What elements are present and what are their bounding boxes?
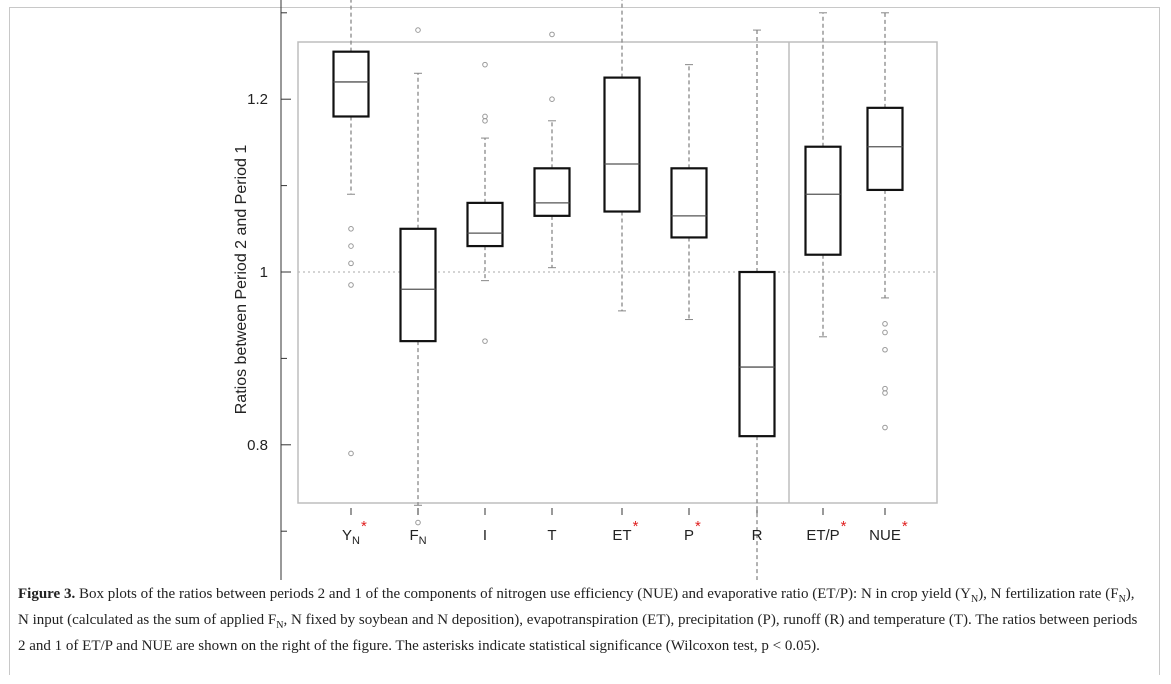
outlier-point (482, 61, 488, 68)
significance-asterisk: * (633, 518, 639, 535)
outlier-point (549, 96, 555, 102)
x-category-label: NUE (869, 527, 901, 544)
outlier-point (348, 226, 354, 232)
box-iqr (399, 227, 437, 343)
x-category-label: ET (612, 527, 631, 544)
box-iqr (804, 145, 842, 256)
caption-subscript: N (1118, 594, 1126, 605)
significance-asterisk: * (361, 518, 367, 535)
box-iqr (738, 270, 776, 438)
outlier-point (348, 243, 354, 249)
y-tick-label: 1.2 (247, 91, 268, 108)
caption-text: , N fixed by soybean and N deposition), … (18, 612, 1138, 654)
outlier-point (882, 321, 888, 327)
box-iqr (332, 50, 370, 118)
outlier-point (348, 282, 354, 288)
caption-text: ), N fertilization rate (F (978, 586, 1119, 602)
x-category-label: YN (342, 527, 360, 547)
caption-text: Box plots of the ratios between periods … (75, 586, 971, 602)
outlier-point (882, 346, 888, 353)
x-category-label: R (752, 527, 763, 544)
significance-asterisk: * (695, 518, 701, 535)
outlier-point (415, 27, 421, 33)
caption-subscript: N (970, 594, 979, 605)
y-tick-label: 0.8 (247, 437, 268, 454)
caption-text: ), N input (calculated as the sum of app… (18, 586, 1135, 628)
outlier-point (882, 390, 888, 396)
figure-frame (9, 7, 1160, 675)
outlier-point (882, 424, 888, 431)
box-iqr (533, 167, 571, 217)
outlier-point (549, 31, 555, 38)
outlier-point (882, 329, 888, 336)
y-axis-label: Ratios between Period 2 and Period 1 (233, 145, 250, 415)
x-category-label: P (684, 527, 694, 544)
y-tick-label: 1 (260, 264, 268, 281)
outlier-point (482, 118, 488, 124)
box-iqr (866, 106, 904, 192)
x-category-label: I (483, 527, 487, 544)
x-category-label: ET/P (806, 527, 839, 544)
box-iqr (603, 76, 641, 213)
outlier-point (348, 450, 354, 457)
caption-subscript: N (276, 620, 284, 631)
box-iqr (670, 167, 708, 239)
outlier-point (348, 260, 354, 267)
outlier-point (482, 338, 488, 344)
x-category-label: T (547, 527, 556, 544)
boxplot-chart: 0.60.811.21.4Ratios between Period 2 and… (233, 0, 938, 580)
outlier-point (415, 519, 421, 526)
significance-asterisk: * (902, 518, 908, 535)
caption-label: Figure 3. (18, 586, 76, 602)
figure-caption: Figure 3. Box plots of the ratios betwee… (18, 584, 1143, 656)
significance-asterisk: * (841, 518, 847, 535)
box-iqr (466, 201, 504, 248)
x-category-label: FN (409, 527, 426, 547)
